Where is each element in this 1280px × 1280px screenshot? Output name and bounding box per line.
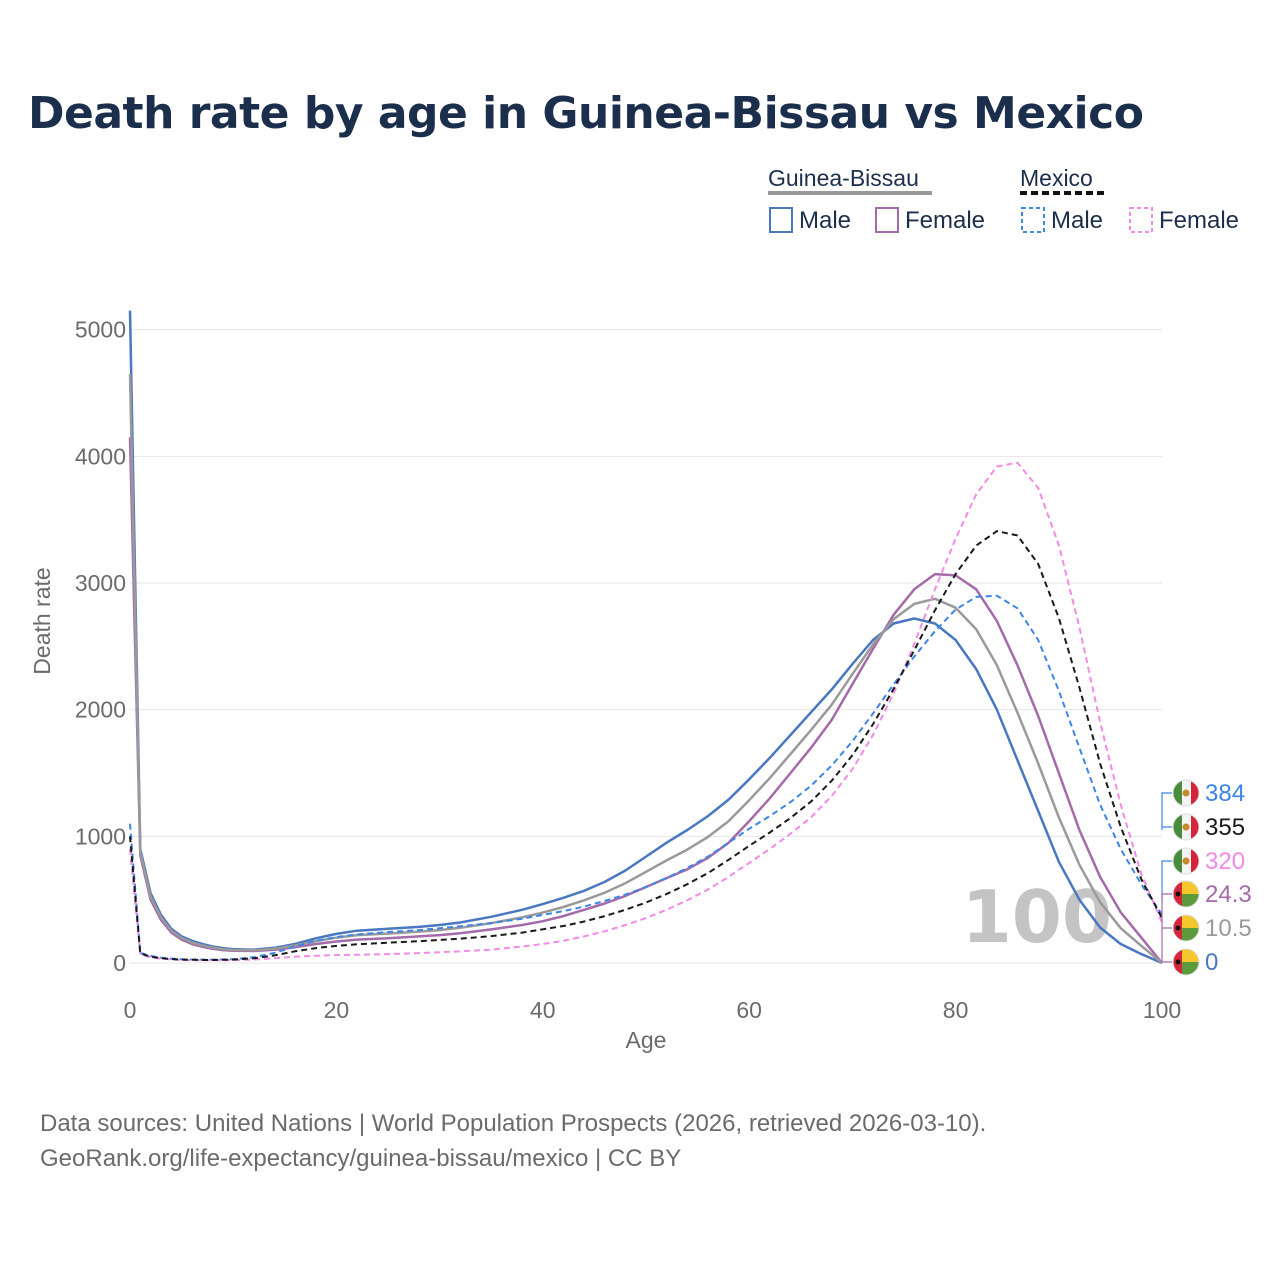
legend-swatch: [1021, 207, 1045, 233]
mexico-flag-icon: [1173, 814, 1199, 840]
y-tick-label: 3000: [75, 570, 126, 596]
legend-item-label: Male: [1051, 207, 1103, 234]
end-value-label: 10.5: [1205, 915, 1252, 942]
legend-item-label: Male: [799, 207, 851, 234]
legend-item-label: Female: [1159, 207, 1239, 234]
flag-star: [1175, 959, 1181, 965]
series-lines: [128, 310, 1163, 965]
end-label-connector: [1161, 893, 1172, 963]
flag-stripe: [1173, 848, 1182, 874]
flag-emblem: [1182, 789, 1190, 797]
end-value-label: 355: [1205, 814, 1245, 841]
flag-stripe: [1173, 814, 1182, 840]
source-link[interactable]: GeoRank.org/life-expectancy/guinea-bissa…: [40, 1145, 682, 1172]
flag-stripe: [1173, 780, 1182, 806]
y-axis-label: Death rate: [29, 567, 55, 674]
legend-group-label: Guinea-Bissau: [768, 165, 919, 191]
flag-ring: [1172, 948, 1200, 976]
grid: [130, 329, 1162, 964]
flag-stripe: [1191, 848, 1199, 874]
flag-ring: [1172, 847, 1200, 875]
flag-stripe: [1191, 814, 1199, 840]
flag-star: [1175, 891, 1181, 897]
series-line-mexico-total: [129, 530, 1163, 961]
x-tick-label: 40: [530, 997, 556, 1023]
legend-item-label: Female: [905, 207, 985, 234]
flag-ring: [1172, 914, 1200, 942]
legend: Guinea-Bissau Mexico Male Female Male Female: [768, 165, 1239, 234]
x-tick-label: 20: [324, 997, 350, 1023]
flag-star: [1175, 925, 1181, 931]
y-tick-label: 4000: [75, 443, 126, 469]
end-value-label: 384: [1205, 780, 1245, 807]
flag-emblem: [1182, 823, 1190, 831]
series-line-mexico-male: [129, 594, 1163, 961]
y-tick-label: 2000: [75, 697, 126, 723]
y-axis-ticks: 0 1000 2000 3000 4000 5000: [75, 317, 126, 976]
y-tick-label: 1000: [75, 823, 126, 849]
end-value-label: 0: [1205, 949, 1218, 976]
series-line-guinea-bissau-total: [128, 373, 1163, 964]
mexico-flag-icon: [1173, 780, 1199, 806]
x-tick-label: 0: [124, 997, 137, 1023]
series-line-guinea-bissau-male: [128, 310, 1163, 965]
series-line-mexico-female: [129, 461, 1163, 962]
flag-emblem: [1182, 857, 1190, 865]
mexico-flag-icon: [1173, 848, 1199, 874]
source-line: Data sources: United Nations | World Pop…: [40, 1110, 987, 1137]
legend-swatch: [875, 207, 899, 233]
legend-swatch: [769, 207, 793, 233]
y-tick-label: 5000: [75, 317, 126, 343]
flag-stripe: [1191, 780, 1199, 806]
end-value-label: 24.3: [1205, 881, 1252, 908]
source-note: Data sources: United Nations | World Pop…: [40, 1106, 986, 1176]
legend-group-label: Mexico: [1020, 165, 1093, 191]
end-label-connector: [1161, 792, 1172, 900]
x-tick-label: 80: [943, 997, 969, 1023]
y-tick-label: 0: [113, 950, 126, 976]
legend-swatch: [1129, 207, 1153, 233]
end-value-label: 320: [1205, 848, 1245, 875]
age-marker: 100: [962, 875, 1112, 959]
chart-title: Death rate by age in Guinea-Bissau vs Me…: [28, 88, 1144, 139]
x-tick-label: 100: [1143, 997, 1181, 1023]
flag-ring: [1172, 779, 1200, 807]
x-axis-label: Age: [626, 1027, 667, 1053]
flag-ring: [1172, 880, 1200, 908]
x-tick-label: 60: [736, 997, 762, 1023]
end-labels: 384 355 320 24.3 10.5 0: [1161, 779, 1252, 976]
flag-ring: [1172, 813, 1200, 841]
x-axis-ticks: 0 20 40 60 80 100: [124, 997, 1182, 1023]
